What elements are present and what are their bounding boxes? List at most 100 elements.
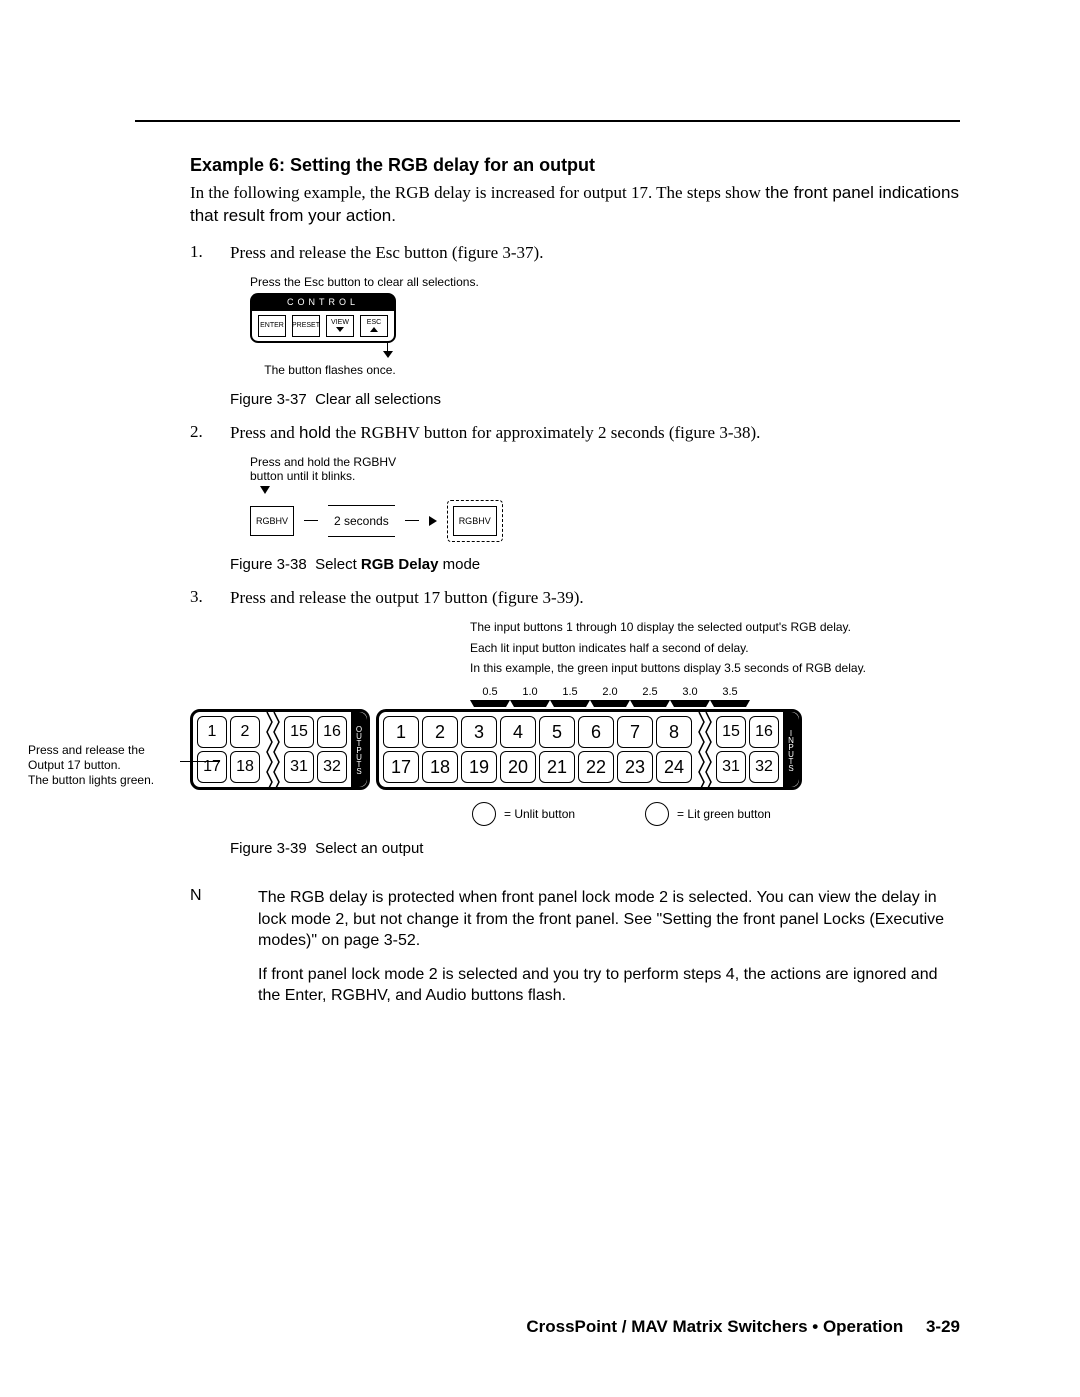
fig38-cap-b: mode (438, 556, 480, 573)
step-1: 1. Press and release the Esc button (fig… (190, 242, 960, 265)
outputs-label: OUTPUTS (351, 712, 367, 787)
figure-3-37: Press the Esc button to clear all select… (250, 275, 960, 377)
input-btn-32b[interactable]: 32 (749, 751, 779, 783)
esc-label: ESC (367, 319, 381, 326)
fig39-left-note: Press and release the Output 17 button. … (28, 743, 178, 788)
input-btn-2[interactable]: 2 (422, 716, 458, 748)
fig39-tick-arrows (470, 700, 960, 707)
rgbhv-button-blink[interactable]: RGBHV (453, 506, 497, 536)
input-btn-18[interactable]: 18 (422, 751, 458, 783)
view-label: VIEW (331, 319, 349, 326)
tick-arrow-icon (590, 700, 630, 707)
fig39-note3: In this example, the green input buttons… (470, 660, 960, 676)
input-btn-5[interactable]: 5 (539, 716, 575, 748)
outputs-grid-right: 15 16 31 32 (280, 712, 351, 787)
fig39-cap-prefix: Figure 3-39 (230, 840, 307, 857)
tick-arrow-icon (710, 700, 750, 707)
input-btn-21[interactable]: 21 (539, 751, 575, 783)
input-btn-22[interactable]: 22 (578, 751, 614, 783)
tick-0: 0.5 (470, 686, 510, 698)
intro-text: In the following example, the RGB delay … (190, 182, 960, 228)
unlit-circle-icon (472, 802, 496, 826)
rgbhv-blinking: RGBHV (447, 500, 503, 542)
output-btn-15b[interactable]: 15 (284, 716, 314, 748)
left-note-3: The button lights green. (28, 773, 154, 787)
fig38-note2: button until it blinks. (250, 469, 355, 483)
input-btn-6[interactable]: 6 (578, 716, 614, 748)
tick-arrow-icon (670, 700, 710, 707)
button-panels: Press and release the Output 17 button. … (190, 709, 960, 790)
input-btn-20[interactable]: 20 (500, 751, 536, 783)
view-button[interactable]: VIEW (326, 315, 354, 337)
left-note-2: Output 17 button. (28, 758, 121, 772)
connector-line (180, 761, 220, 762)
duration-label: 2 seconds (328, 505, 395, 537)
input-btn-4[interactable]: 4 (500, 716, 536, 748)
input-btn-15b[interactable]: 15 (716, 716, 746, 748)
step-2-text: Press and hold the RGBHV button for appr… (230, 422, 960, 445)
input-btn-17[interactable]: 17 (383, 751, 419, 783)
fig37-caption: Figure 3-37 Clear all selections (230, 391, 960, 408)
legend-lit-label: = Lit green button (677, 807, 771, 821)
input-btn-8[interactable]: 8 (656, 716, 692, 748)
rgbhv-button[interactable]: RGBHV (250, 506, 294, 536)
figure-3-38: Press and hold the RGBHV button until it… (250, 455, 960, 542)
intro-line1: In the following example, the RGB delay … (190, 183, 761, 202)
tick-3: 2.0 (590, 686, 630, 698)
fig39-caption: Figure 3-39 Select an output (230, 840, 960, 857)
input-btn-19[interactable]: 19 (461, 751, 497, 783)
preset-button[interactable]: PRESET (292, 315, 320, 337)
step-2-num: 2. (190, 422, 230, 445)
control-panel: CONTROL ENTER PRESET VIEW ESC (250, 293, 396, 343)
control-text: CONTROL (287, 297, 359, 307)
control-buttons-row: ENTER PRESET VIEW ESC (250, 309, 396, 343)
outputs-grid-left: 1 2 17 18 (193, 712, 264, 787)
lit-circle-icon (645, 802, 669, 826)
input-btn-7[interactable]: 7 (617, 716, 653, 748)
inputs-label: INPUTS (783, 712, 799, 787)
step-3: 3. Press and release the output 17 butto… (190, 587, 960, 610)
output-btn-17[interactable]: 17 (197, 751, 227, 783)
output-btn-31b[interactable]: 31 (284, 751, 314, 783)
outputs-panel: 1 2 17 18 15 16 (190, 709, 370, 790)
input-btn-23[interactable]: 23 (617, 751, 653, 783)
fig39-notes: The input buttons 1 through 10 display t… (470, 619, 960, 676)
tick-arrow-icon (550, 700, 590, 707)
output-btn-2[interactable]: 2 (230, 716, 260, 748)
step2-hold: hold (299, 423, 331, 442)
output-btn-1[interactable]: 1 (197, 716, 227, 748)
figure-3-39: The input buttons 1 through 10 display t… (190, 619, 960, 826)
fig38-cap-a: Select (315, 556, 361, 573)
footer-text: CrossPoint / MAV Matrix Switchers • Oper… (526, 1317, 903, 1336)
tick-arrow-icon (510, 700, 550, 707)
output-btn-32b[interactable]: 32 (317, 751, 347, 783)
triangle-up-icon (370, 327, 378, 332)
note-body: The RGB delay is protected when front pa… (258, 887, 960, 1019)
step2-a: Press and (230, 423, 299, 442)
fig37-cap-text: Clear all selections (315, 391, 441, 408)
fig38-cap-prefix: Figure 3-38 (230, 556, 307, 573)
output-btn-16b[interactable]: 16 (317, 716, 347, 748)
input-btn-31b[interactable]: 31 (716, 751, 746, 783)
step-3-num: 3. (190, 587, 230, 610)
preset-label: PRESET (292, 322, 320, 329)
enter-button[interactable]: ENTER (258, 315, 286, 337)
note-p1: The RGB delay is protected when front pa… (258, 887, 960, 952)
fig37-top-note: Press the Esc button to clear all select… (250, 275, 960, 289)
input-btn-24[interactable]: 24 (656, 751, 692, 783)
input-btn-3[interactable]: 3 (461, 716, 497, 748)
step-2: 2. Press and hold the RGBHV button for a… (190, 422, 960, 445)
triangle-down-icon (336, 327, 344, 332)
esc-button[interactable]: ESC (360, 315, 388, 337)
input-btn-1[interactable]: 1 (383, 716, 419, 748)
tear-icon (264, 712, 280, 787)
footer-page: 3-29 (926, 1317, 960, 1336)
tick-2: 1.5 (550, 686, 590, 698)
input-btn-16b[interactable]: 16 (749, 716, 779, 748)
legend-unlit-label: = Unlit button (504, 807, 575, 821)
output-btn-18[interactable]: 18 (230, 751, 260, 783)
fig38-caption: Figure 3-38 Select RGB Delay mode (230, 556, 960, 573)
legend-unlit: = Unlit button (472, 802, 575, 826)
connector-line-2 (405, 520, 419, 521)
note-label: N (190, 887, 258, 1019)
